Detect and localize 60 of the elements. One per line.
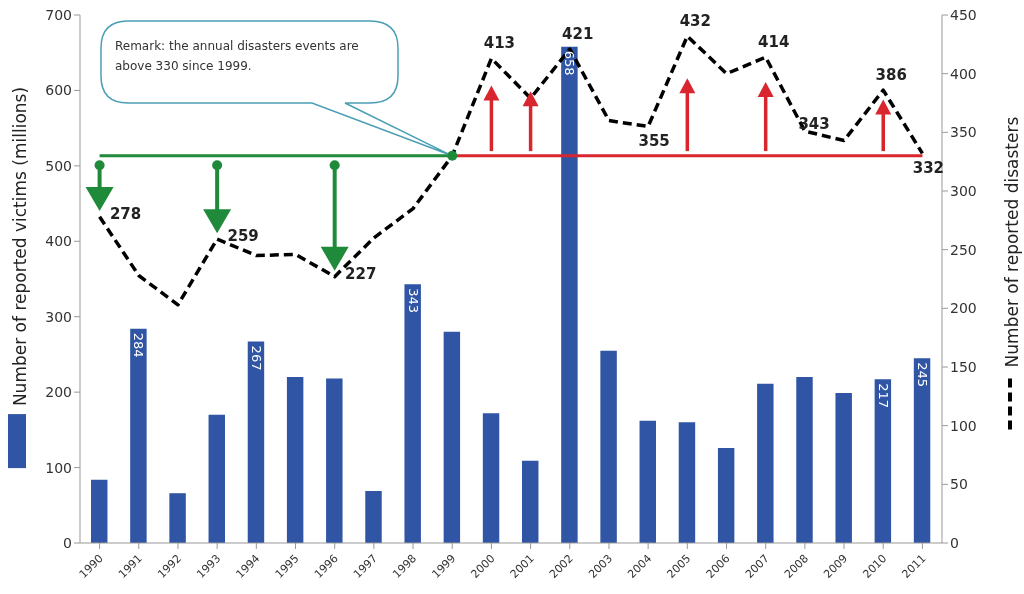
data-label: 343	[798, 114, 830, 133]
y-tick-label: 500	[45, 157, 72, 174]
y-axis-title: Number of reported victims (millions)	[10, 86, 30, 407]
bar	[757, 383, 774, 543]
bar	[522, 460, 539, 543]
data-label: 267	[248, 345, 264, 371]
y2-tick-label: 200	[950, 300, 977, 317]
bar	[326, 378, 343, 543]
data-label: 386	[875, 66, 907, 85]
y2-tick-label: 150	[950, 358, 977, 375]
bar	[874, 379, 892, 543]
bar	[561, 46, 578, 543]
bar	[130, 328, 147, 543]
annotation: Remark: the annual disasters events are above 330 since 1999.	[115, 39, 359, 73]
y2-tick-label: 450	[950, 6, 977, 23]
y2-tick-label: 300	[950, 182, 977, 199]
bar	[365, 490, 382, 543]
data-label: 343	[405, 288, 421, 314]
y2-tick-label: 0	[950, 534, 959, 551]
data-label: 227	[345, 264, 377, 283]
y2-tick-label: 350	[950, 124, 977, 141]
y2-tick-label: 100	[950, 417, 977, 434]
bar	[796, 377, 813, 543]
bar	[404, 284, 421, 543]
y-tick-label: 100	[45, 459, 72, 476]
bar	[443, 331, 461, 543]
data-label: 259	[227, 227, 259, 246]
y-tick-label: 200	[45, 384, 72, 401]
bar	[835, 392, 852, 543]
y2-tick-label: 50	[950, 476, 968, 493]
bar	[913, 358, 931, 543]
y2-tick-label: 250	[950, 241, 977, 258]
y-tick-label: 700	[45, 6, 72, 23]
bar	[717, 447, 735, 543]
y-tick-label: 400	[45, 233, 72, 250]
bar	[208, 414, 225, 543]
y-tick-label: 0	[63, 534, 72, 551]
bar	[639, 420, 656, 543]
bar	[600, 350, 617, 543]
bar	[482, 413, 500, 543]
data-label: 245	[915, 362, 931, 388]
data-label: 658	[562, 50, 578, 76]
bar	[91, 479, 108, 543]
bar	[169, 493, 186, 543]
bar	[286, 377, 304, 543]
data-label: 421	[562, 25, 594, 44]
y-tick-label: 600	[45, 82, 72, 99]
y2-axis-title: Number of reported disasters	[1002, 116, 1022, 368]
data-label: 355	[638, 132, 670, 151]
data-label: 217	[875, 383, 891, 409]
data-label: 414	[758, 33, 790, 52]
y2-tick-label: 400	[950, 65, 977, 82]
data-label: 432	[679, 12, 711, 31]
data-label: 413	[483, 34, 516, 53]
data-label: 284	[131, 332, 147, 358]
y-tick-label: 300	[45, 308, 72, 325]
data-label: 278	[109, 204, 142, 223]
bar	[678, 422, 696, 543]
data-label: 332	[912, 159, 945, 178]
bar	[247, 341, 265, 543]
